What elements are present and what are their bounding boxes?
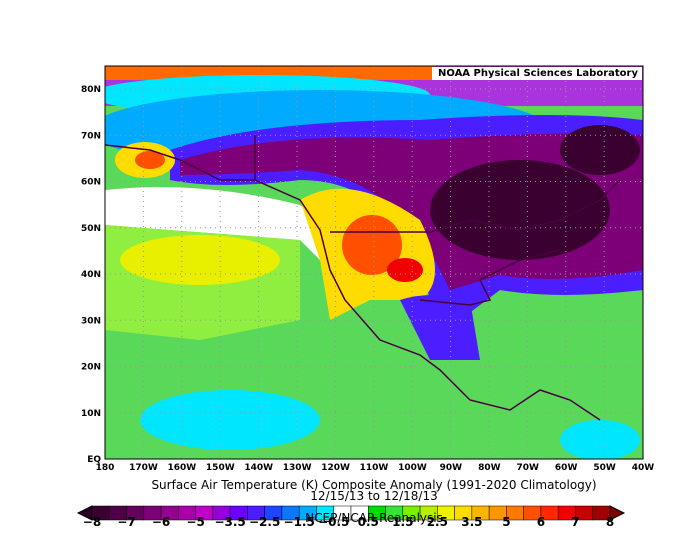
lon-label: 140W — [244, 463, 273, 473]
colorbar-label: −7 — [117, 515, 135, 529]
credit: NOAA Physical Sciences Laboratory — [438, 68, 639, 79]
lat-label: 30N — [81, 316, 101, 326]
lon-label: 40W — [632, 463, 655, 473]
anomaly-field — [105, 66, 643, 459]
colorbar-label: −1.5 — [284, 515, 315, 529]
colorbar-label: 0.5 — [358, 515, 379, 529]
colorbar-label: −0.5 — [318, 515, 349, 529]
lon-label: 170W — [129, 463, 158, 473]
colorbar-label: 6 — [537, 515, 545, 529]
lat-label: 20N — [81, 363, 101, 373]
lon-label: 50W — [593, 463, 616, 473]
credit-box — [432, 67, 642, 80]
colorbar-label: 1.5 — [392, 515, 413, 529]
lon-label: 90W — [440, 463, 463, 473]
lat-label: 60N — [81, 178, 101, 188]
source: NCEP/NCAR Reanalysis — [305, 511, 443, 525]
lon-label: 70W — [517, 463, 540, 473]
colorbar-label: −6 — [152, 515, 170, 529]
lat-label: EQ — [87, 455, 101, 465]
lon-label: 120W — [321, 463, 350, 473]
lat-label: 40N — [81, 270, 101, 280]
colorbar-label: −5 — [186, 515, 204, 529]
colorbar-label: −8 — [83, 515, 101, 529]
lat-label: 80N — [81, 85, 101, 95]
colorbar-label: −3.5 — [214, 515, 245, 529]
lon-label: 80W — [478, 463, 501, 473]
lon-label: 180 — [96, 463, 115, 473]
lat-label: 70N — [81, 131, 101, 141]
date-range: 12/15/13 to 12/18/13 — [310, 489, 437, 503]
lat-label: 50N — [81, 224, 101, 234]
lat-label: 10N — [81, 409, 101, 419]
lon-label: 100W — [398, 463, 427, 473]
colorbar-swatch — [592, 505, 611, 521]
lon-label: 130W — [283, 463, 312, 473]
map-frame — [104, 65, 644, 460]
lon-label: 150W — [206, 463, 235, 473]
colorbar-label: 3.5 — [461, 515, 482, 529]
coastlines — [104, 135, 621, 421]
colorbar-label: 8 — [606, 515, 614, 529]
colorbar-label: −2.5 — [249, 515, 280, 529]
lon-label: 160W — [168, 463, 197, 473]
map-title: Surface Air Temperature (K) Composite An… — [151, 478, 596, 492]
lon-label: 110W — [360, 463, 389, 473]
colorbar-label: 5 — [502, 515, 510, 529]
lon-label: 60W — [555, 463, 578, 473]
colorbar-label: 7 — [571, 515, 579, 529]
colorbar-label: 2.5 — [427, 515, 448, 529]
